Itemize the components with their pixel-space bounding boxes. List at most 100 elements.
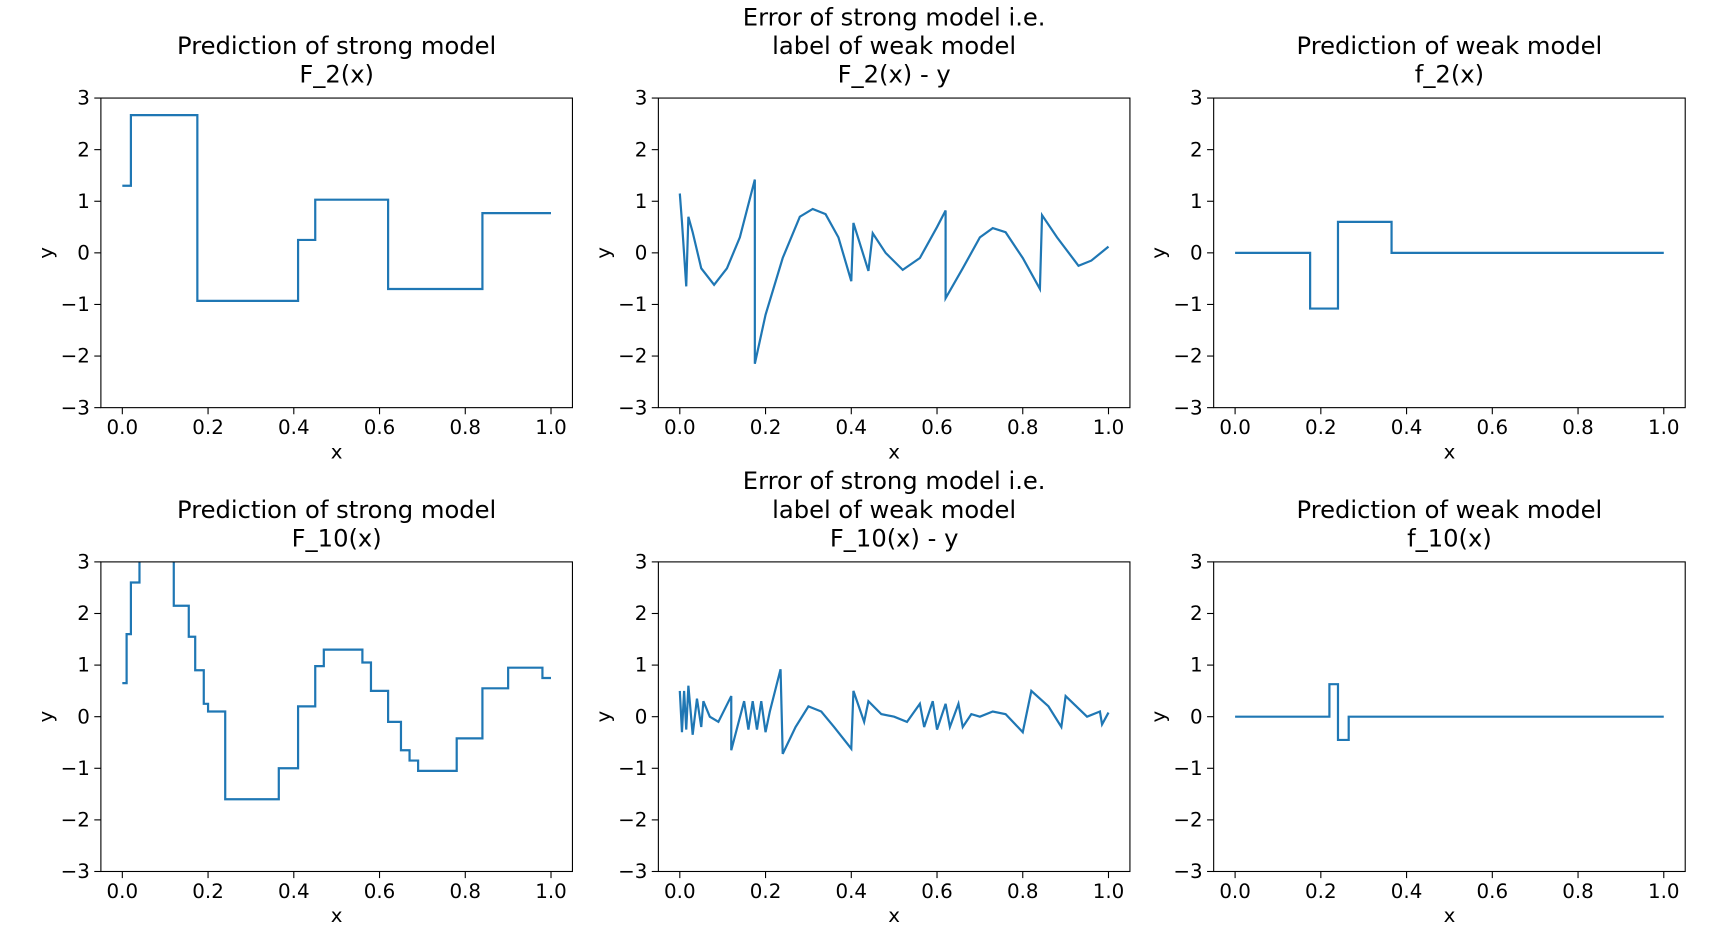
axes-frame: [1213, 97, 1686, 409]
y-tick-label: 1: [635, 190, 648, 213]
data-line: [1235, 683, 1664, 742]
y-tick-label: −2: [1173, 345, 1202, 368]
axes-frame: [1213, 561, 1686, 873]
x-tick-label: 0.8: [449, 880, 481, 903]
x-tick-label: 0.2: [750, 880, 782, 903]
y-tick-label: 3: [77, 551, 90, 574]
data-line: [678, 179, 1110, 365]
subplot-title: F_2(x): [299, 61, 374, 89]
subplot-title: f_10(x): [1407, 524, 1492, 552]
y-tick-label: −2: [618, 345, 647, 368]
x-tick-label: 0.4: [1391, 880, 1423, 903]
y-axis-label: y: [1147, 711, 1170, 723]
y-tick-label: −1: [1173, 293, 1202, 316]
y-tick-label: −3: [1173, 860, 1202, 883]
x-tick-label: 0.6: [364, 416, 396, 439]
x-tick-label: 0.2: [1305, 416, 1337, 439]
x-tick-label: 1.0: [535, 416, 567, 439]
x-tick-label: 1.0: [1093, 880, 1125, 903]
subplot-title: F_10(x) - y: [830, 524, 959, 552]
y-tick-label: 0: [1190, 705, 1203, 728]
x-tick-label: 0.6: [364, 880, 396, 903]
data-line: [122, 113, 552, 302]
subplot-title: F_10(x): [292, 524, 382, 552]
x-tick-label: 0.8: [1007, 880, 1039, 903]
x-axis-label: x: [1444, 440, 1456, 463]
y-tick-label: −3: [618, 396, 647, 419]
y-tick-label: 2: [635, 602, 648, 625]
y-tick-label: 1: [77, 190, 90, 213]
x-tick-label: 0.0: [664, 880, 696, 903]
x-tick-label: 0.6: [921, 880, 953, 903]
x-tick-label: 1.0: [1648, 416, 1680, 439]
y-tick-label: −2: [618, 808, 647, 831]
axes-frame: [100, 97, 573, 409]
y-tick-label: −1: [618, 293, 647, 316]
x-tick-label: 0.8: [449, 416, 481, 439]
y-tick-label: 0: [77, 241, 90, 264]
axes-frame: [657, 97, 1131, 409]
x-tick-label: 1.0: [535, 880, 567, 903]
x-tick-label: 0.0: [1219, 880, 1251, 903]
x-tick-label: 0.6: [921, 416, 953, 439]
y-tick-label: 3: [1190, 87, 1203, 110]
subplot-title: Prediction of weak model: [1297, 32, 1603, 60]
data-line: [122, 561, 552, 801]
x-tick-label: 0.8: [1562, 880, 1594, 903]
y-tick-label: 3: [77, 87, 90, 110]
x-tick-label: 0.2: [192, 880, 224, 903]
x-axis-label: x: [331, 440, 343, 463]
y-tick-label: 0: [635, 705, 648, 728]
y-axis-label: y: [34, 711, 57, 723]
y-tick-label: 2: [77, 138, 90, 161]
subplot-title: Prediction of strong model: [177, 496, 496, 524]
y-tick-label: 0: [77, 705, 90, 728]
subplot-title: label of weak model: [772, 496, 1016, 524]
x-tick-label: 0.2: [192, 416, 224, 439]
y-tick-label: 1: [1190, 654, 1203, 677]
data-line: [1235, 220, 1664, 310]
y-axis-label: y: [34, 247, 57, 259]
x-tick-label: 0.2: [1305, 880, 1337, 903]
x-axis-label: x: [331, 904, 343, 927]
x-tick-label: 0.0: [1219, 416, 1251, 439]
y-tick-label: 2: [635, 138, 648, 161]
subplot-title: Prediction of weak model: [1297, 496, 1603, 524]
y-tick-label: 2: [77, 602, 90, 625]
y-tick-label: −1: [1173, 757, 1202, 780]
x-tick-label: 0.4: [278, 416, 310, 439]
data-line: [678, 668, 1110, 755]
axes-frame: [657, 561, 1131, 873]
y-tick-label: 1: [1190, 190, 1203, 213]
x-tick-label: 0.4: [278, 880, 310, 903]
y-tick-label: −2: [61, 808, 90, 831]
axes-frame: [100, 561, 573, 873]
subplot-title: F_2(x) - y: [838, 61, 951, 89]
y-tick-label: −1: [61, 757, 90, 780]
y-tick-label: −2: [1173, 808, 1202, 831]
x-tick-label: 1.0: [1648, 880, 1680, 903]
x-tick-label: 0.0: [107, 880, 139, 903]
y-tick-label: −2: [61, 345, 90, 368]
y-tick-label: 0: [635, 241, 648, 264]
x-tick-label: 0.8: [1562, 416, 1594, 439]
y-axis-label: y: [592, 711, 615, 723]
y-tick-label: 3: [1190, 551, 1203, 574]
y-axis-label: y: [1147, 247, 1170, 259]
y-tick-label: 3: [635, 87, 648, 110]
y-tick-label: 3: [635, 551, 648, 574]
x-tick-label: 0.2: [750, 416, 782, 439]
subplot-title: f_2(x): [1415, 61, 1484, 89]
y-tick-label: −3: [1173, 396, 1202, 419]
subplot: Error of strong model i.e.label of weak …: [592, 467, 1131, 927]
x-tick-label: 0.4: [836, 416, 868, 439]
x-axis-label: x: [1444, 904, 1456, 927]
y-tick-label: −1: [61, 293, 90, 316]
x-tick-label: 0.6: [1477, 880, 1509, 903]
y-axis-label: y: [592, 247, 615, 259]
